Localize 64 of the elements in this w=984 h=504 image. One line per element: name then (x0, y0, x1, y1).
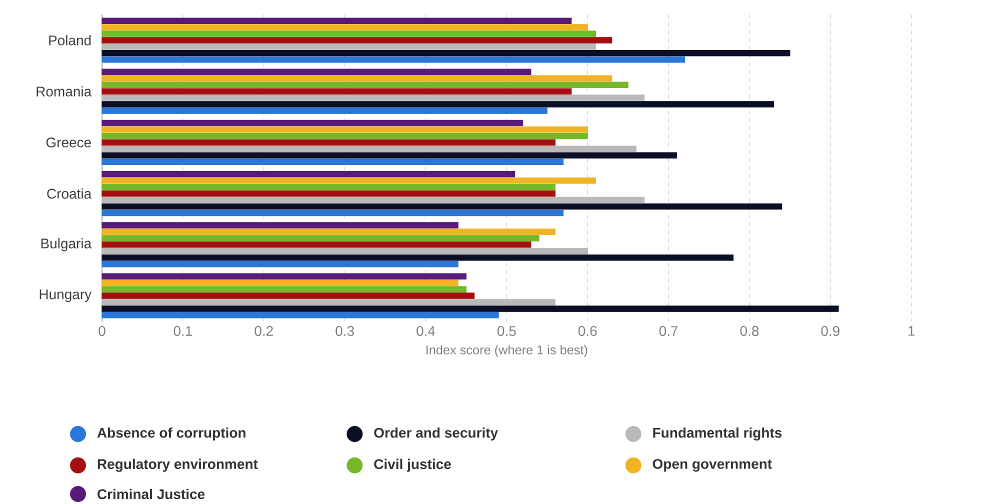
x-tick-label: 0.7 (659, 326, 678, 336)
bar (102, 18, 572, 24)
bar (102, 280, 458, 286)
x-tick-label: 0.3 (336, 326, 354, 336)
bar (102, 248, 588, 254)
bar (102, 101, 774, 108)
y-tick-label: Romania (36, 86, 92, 96)
y-tick-label: Hungary (40, 290, 92, 302)
legend-label: Order and security (374, 427, 498, 441)
bar (102, 152, 677, 159)
bar (102, 190, 556, 197)
y-tick-label: Poland (49, 35, 91, 46)
legend-label: Absence of corruption (97, 427, 246, 441)
bar (102, 235, 540, 242)
bar (102, 292, 475, 299)
bar (102, 132, 588, 140)
bar (102, 50, 790, 56)
bar (102, 37, 612, 44)
bar (102, 68, 532, 76)
bar (102, 286, 466, 292)
bar (102, 273, 466, 280)
legend-label: Regulatory environment (98, 458, 258, 472)
x-axis-title: Index score (where 1 is best) (426, 345, 588, 357)
x-tick-label: 0.1 (174, 326, 192, 336)
bar (102, 312, 499, 318)
x-tick-label: 0.9 (821, 326, 840, 336)
x-tick-label: 0.5 (497, 326, 516, 336)
bar (102, 75, 612, 82)
x-tick-label: 0.2 (254, 326, 273, 336)
legend-label: Fundamental rights (653, 427, 782, 441)
bar (102, 30, 596, 37)
bar (102, 171, 516, 178)
bar (102, 82, 628, 88)
bar (102, 228, 556, 235)
bar (102, 184, 556, 190)
bar (102, 56, 685, 63)
x-tick-label: 1 (908, 326, 915, 336)
bar (102, 139, 556, 146)
bar (102, 254, 734, 261)
legend-label: Civil justice (374, 458, 451, 472)
bar (102, 120, 524, 126)
bar (102, 126, 588, 133)
y-tick-label: Croatia (47, 188, 92, 199)
x-tick-label: 0.4 (416, 326, 436, 336)
x-tick-label: 0 (98, 326, 106, 336)
y-tick-label: Greece (46, 138, 91, 148)
bar (102, 44, 596, 50)
y-tick-label: Bulgaria (41, 238, 92, 252)
bar (102, 260, 458, 268)
legend-label: Open government (652, 458, 772, 472)
bar (102, 88, 572, 94)
bar (102, 242, 532, 248)
bar (102, 177, 596, 184)
legend-label: Criminal Justice (98, 488, 205, 500)
bar (102, 203, 782, 210)
bar (102, 24, 588, 30)
bar (102, 210, 564, 216)
bar (102, 108, 548, 114)
bar (102, 222, 458, 228)
x-tick-label: 0.6 (578, 326, 597, 336)
bar (102, 306, 839, 312)
bar (102, 158, 564, 165)
x-tick-label: 0.8 (740, 326, 759, 336)
bar (102, 146, 636, 152)
